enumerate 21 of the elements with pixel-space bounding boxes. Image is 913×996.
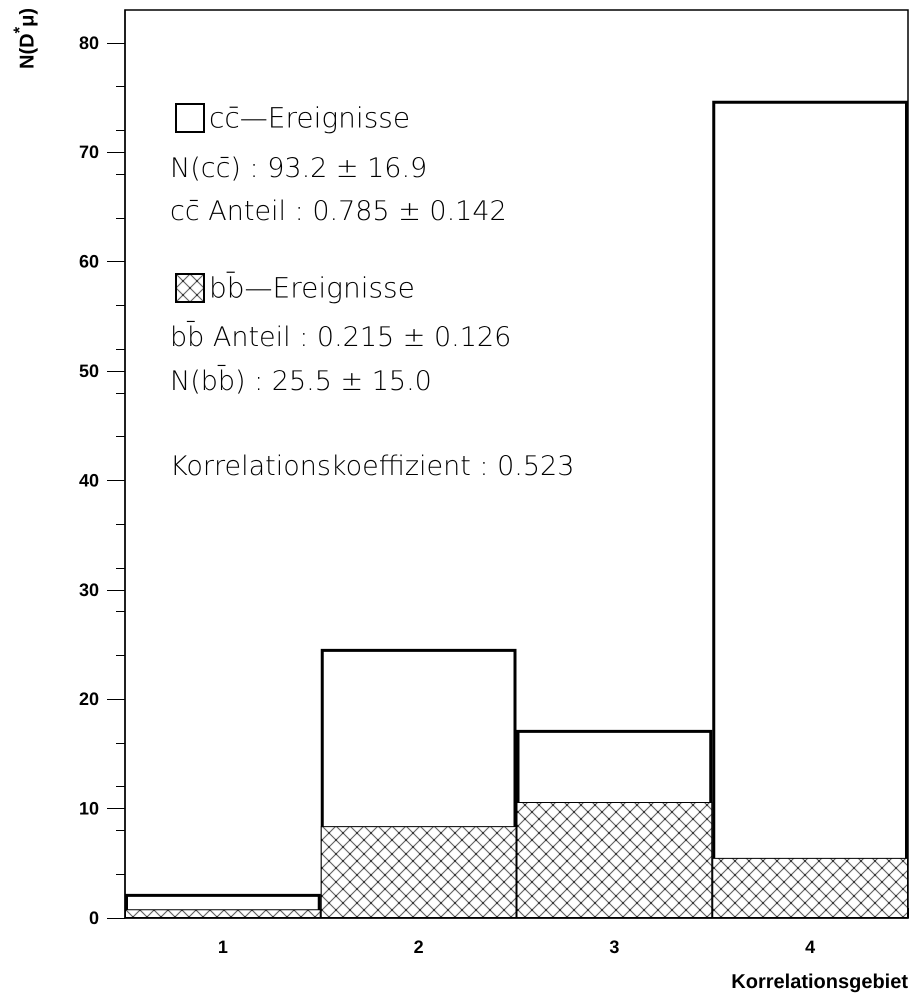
annotation: cc̄ Anteil : 0.785 ± 0.142 [170,196,507,227]
y-tick-label: 40 [78,470,99,490]
x-tick-label: 2 [414,937,424,957]
y-tick-label: 0 [88,908,99,928]
y-tick-label: 80 [78,32,99,53]
y-tick-label: 20 [78,689,99,710]
x-axis-title: Korrelationsgebiet [731,971,908,993]
y-tick-label: 10 [78,798,99,819]
y-tick-label: 50 [78,361,99,382]
annotation: bb̄ Anteil : 0.215 ± 0.126 [170,320,512,353]
x-tick-label: 3 [609,937,620,957]
annotation: Korrelationskoeffizient : 0.523 [170,451,574,482]
x-tick-label: 1 [218,937,228,957]
legend-label: bb̄—Ereignisse [209,271,415,304]
y-tick-label: 30 [78,580,99,600]
y-tick-label: 60 [78,252,99,272]
annotation: N(cc̄) : 93.2 ± 16.9 [170,153,428,184]
x-tick-label: 4 [805,937,816,957]
legend-label: cc̄—Ereignisse [209,102,410,134]
y-tick-label: 70 [78,142,99,162]
annotation: N(bb̄) : 25.5 ± 15.0 [170,364,432,397]
